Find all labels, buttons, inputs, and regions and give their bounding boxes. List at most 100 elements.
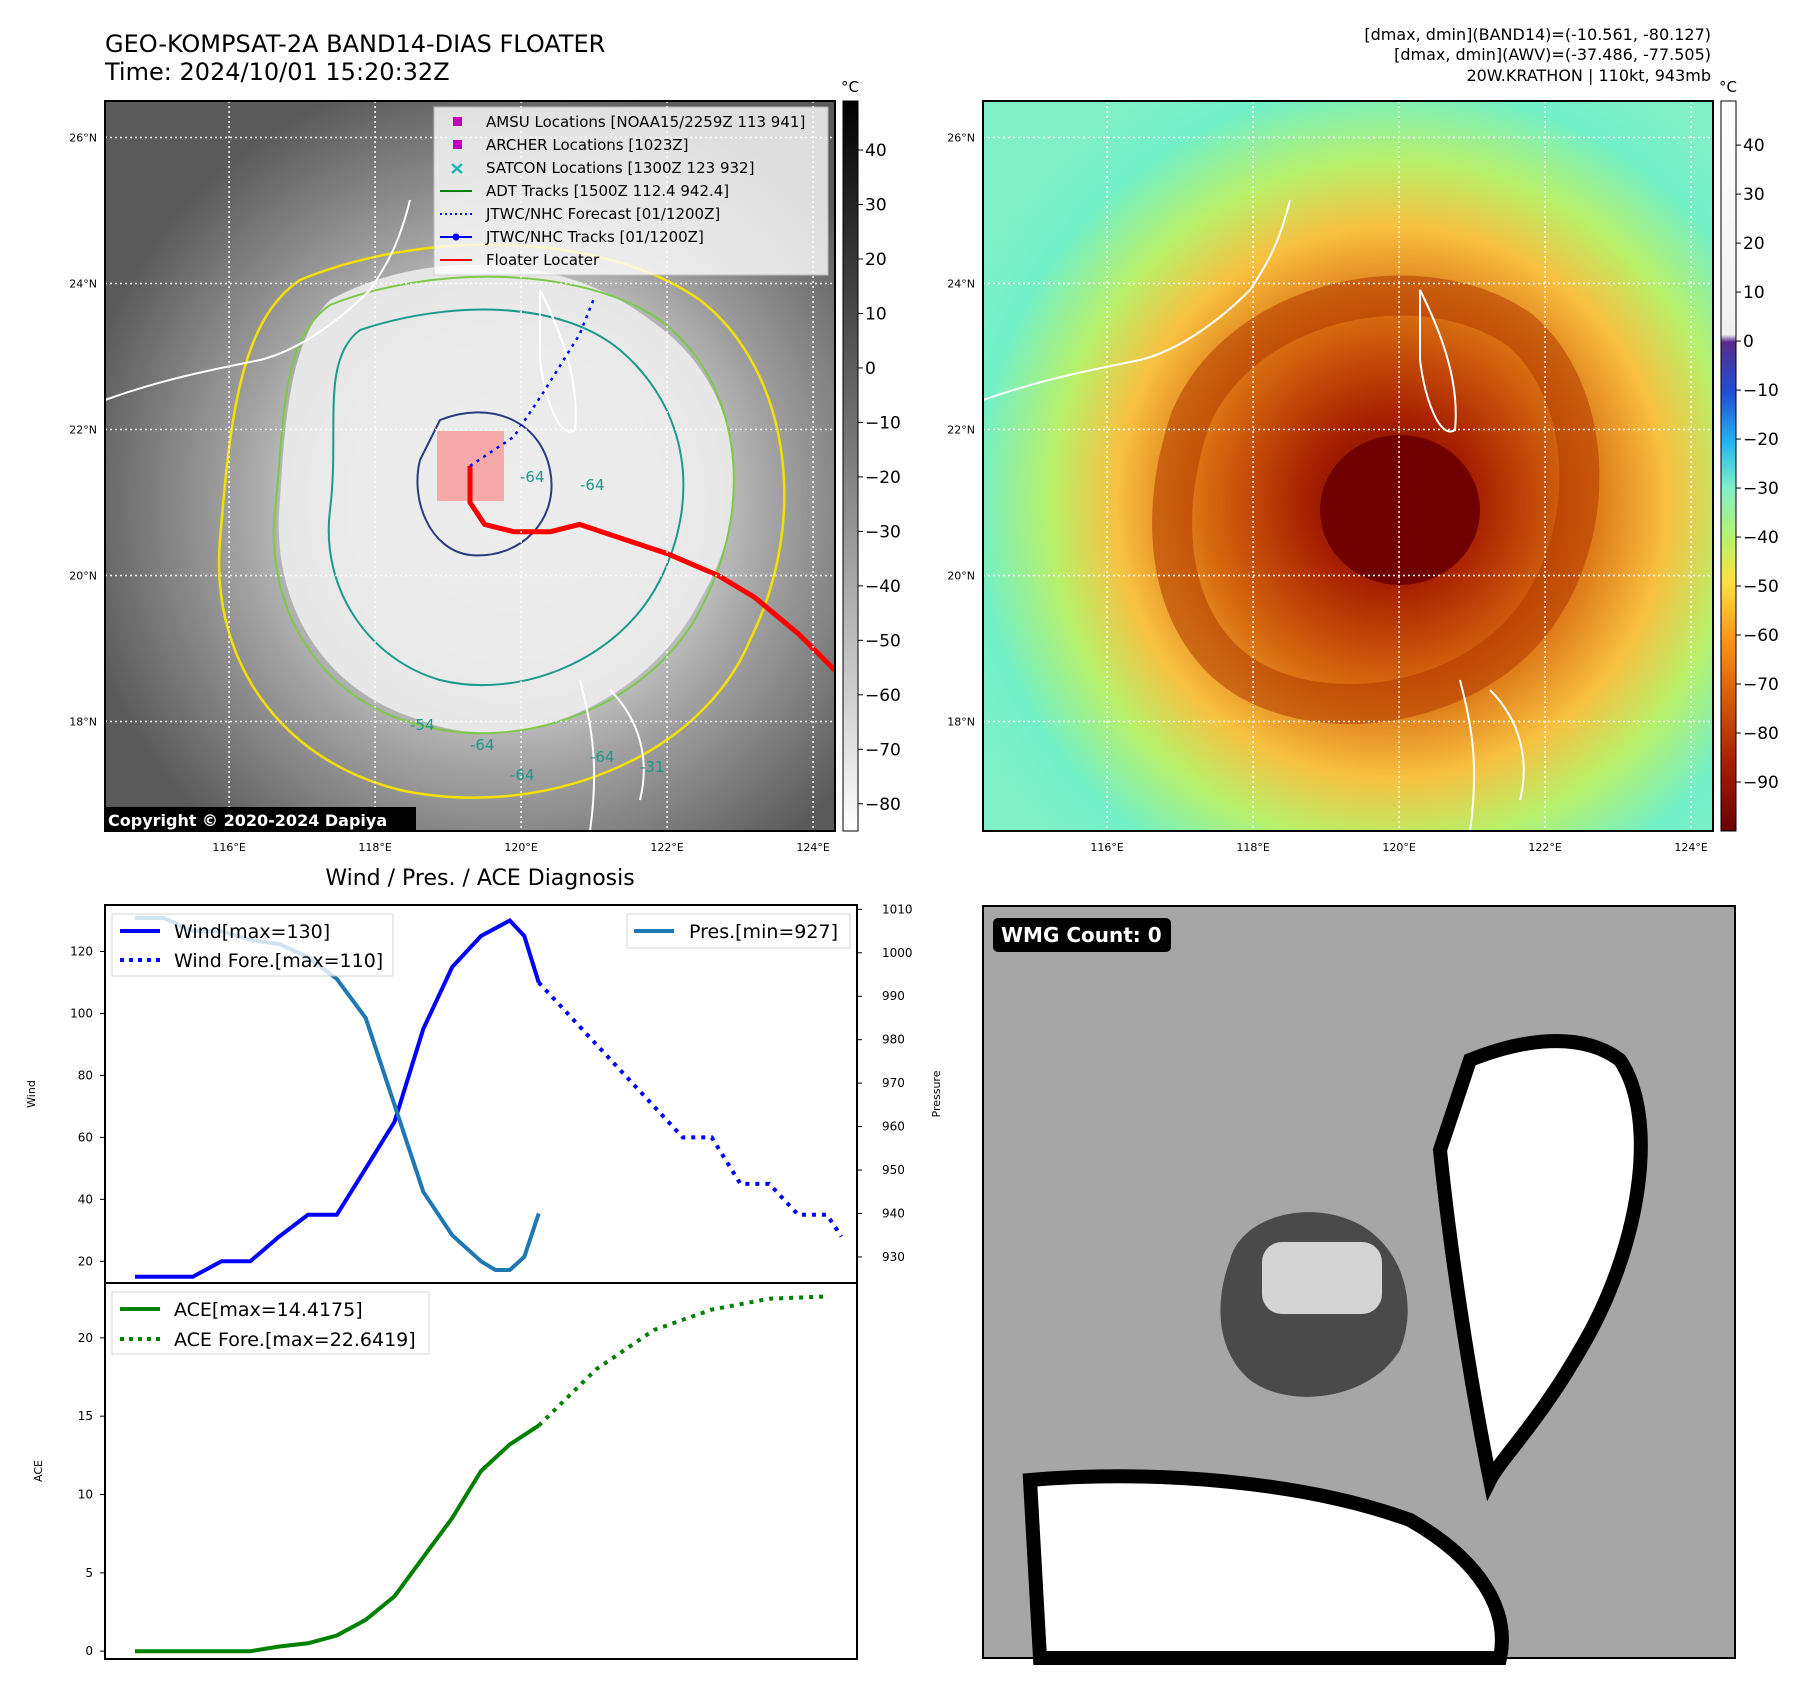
copyright-box <box>105 807 416 831</box>
wmg-panel: WMG Count: 0 <box>982 905 1736 1665</box>
map-legend-label: ARCHER Locations [1023Z] <box>486 136 689 154</box>
colorbar-tick-label: −20 <box>865 468 901 488</box>
info-line-2: [dmax, dmin](AWV)=(-37.486, -77.505) <box>1394 45 1711 64</box>
ace-series <box>135 1294 828 1654</box>
legend-wind-forecast: Wind Fore.[max=110] <box>174 950 383 972</box>
awv-colorbar-unit: °C <box>1719 78 1737 96</box>
wind-y-label: Wind <box>25 1080 38 1108</box>
map-legend-item: SATCON Locations [1300Z 123 932] <box>451 159 754 177</box>
pressure-tick-label: 950 <box>882 1163 905 1177</box>
wmg-white-region-east <box>1432 1034 1648 1502</box>
lat-tick-label: 20°N <box>947 570 975 583</box>
colorbar-tick-label: −30 <box>1743 479 1779 499</box>
colorbar-tick-label: 30 <box>865 196 887 216</box>
ir-colorbar-gradient <box>842 100 859 832</box>
lon-tick-label: 118°E <box>358 841 391 854</box>
ace-tick-label: 5 <box>85 1566 93 1580</box>
series-line <box>537 981 844 1238</box>
ir-map-panel: -64 -64 -64 -54 -64 -64 -31 26°N 24°N 22°N 20°N 18… <box>69 100 836 854</box>
wind-tick-label: 80 <box>78 1068 93 1082</box>
legend-square-marker <box>453 140 462 149</box>
contour-label: -64 <box>470 736 495 754</box>
colorbar-tick-label: 10 <box>1743 283 1765 303</box>
legend-x-marker <box>451 163 463 174</box>
info-line-1: [dmax, dmin](BAND14)=(-10.561, -80.127) <box>1364 25 1711 44</box>
map-legend-item: AMSU Locations [NOAA15/2259Z 113 941] <box>453 113 805 131</box>
lat-tick-label: 24°N <box>947 278 975 291</box>
wind-legend: Wind[max=130] Wind Fore.[max=110] <box>111 913 394 977</box>
lat-tick-label: 18°N <box>947 716 975 729</box>
legend-wind: Wind[max=130] <box>174 921 330 943</box>
map-legend-label: JTWC/NHC Tracks [01/1200Z] <box>485 228 704 246</box>
awv-coastline-china <box>983 199 1291 401</box>
colorbar-tick-label: −80 <box>865 795 901 815</box>
legend-dot-marker <box>452 233 460 241</box>
legend-ace: ACE[max=14.4175] <box>174 1299 363 1321</box>
ace-y-label: ACE <box>32 1460 45 1482</box>
colorbar-tick-label: −10 <box>865 413 901 433</box>
map-legend-item: JTWC/NHC Tracks [01/1200Z] <box>440 228 704 246</box>
copyright-text: Copyright © 2020-2024 Dapiya <box>108 811 387 830</box>
legend-pressure: Pres.[min=927] <box>689 921 838 943</box>
lon-tick-label: 120°E <box>504 841 537 854</box>
map-legend-item: JTWC/NHC Forecast [01/1200Z] <box>440 205 720 223</box>
lon-tick-label: 118°E <box>1236 841 1269 854</box>
contour-green <box>272 275 735 735</box>
pressure-y-label: Pressure <box>930 1070 943 1117</box>
lat-tick-label: 26°N <box>69 132 97 145</box>
pressure-legend: Pres.[min=927] <box>626 913 851 949</box>
lat-tick-label: 22°N <box>69 424 97 437</box>
lon-tick-label: 120°E <box>1382 841 1415 854</box>
wmg-white-region-south <box>1022 1469 1509 1665</box>
colorbar-tick-label: 0 <box>1743 332 1754 352</box>
series-line <box>135 918 541 1279</box>
colorbar-tick-label: 10 <box>865 304 887 324</box>
wmg-eye <box>1262 1242 1382 1314</box>
wmg-count-label: WMG Count: 0 <box>1001 923 1162 947</box>
awv-lon-labels: 116°E 118°E 120°E 122°E 124°E <box>1090 841 1707 854</box>
wmg-label-box <box>993 918 1171 952</box>
lat-tick-label: 22°N <box>947 424 975 437</box>
info-line-3: 20W.KRATHON | 110kt, 943mb <box>1466 66 1711 85</box>
ir-colorbar: °C 40 30 20 10 0 −10 −20 −30 −40 −50 −60 −70 −80 <box>841 78 901 832</box>
colorbar-tick-label: −20 <box>1743 430 1779 450</box>
figure-title: GEO-KOMPSAT-2A BAND14-DIAS FLOATER <box>105 30 605 58</box>
lat-tick-label: 18°N <box>69 716 97 729</box>
wind-tick-label: 60 <box>78 1130 93 1144</box>
colorbar-tick-label: 30 <box>1743 185 1765 205</box>
contour-teal <box>327 308 685 687</box>
colorbar-tick-label: 40 <box>1743 136 1765 156</box>
legend-ace-forecast: ACE Fore.[max=22.6419] <box>174 1329 416 1351</box>
colorbar-tick-label: 20 <box>865 250 887 270</box>
colorbar-tick-label: 40 <box>865 141 887 161</box>
awv-map-panel: 26°N 24°N 22°N 20°N 18°N 116°E 118°E 120°E 122°… <box>947 100 1714 854</box>
lon-tick-label: 122°E <box>1528 841 1561 854</box>
coastline-luzon <box>579 679 645 831</box>
wind-tick-label: 20 <box>78 1254 93 1268</box>
lat-tick-label: 24°N <box>69 278 97 291</box>
wind-tick-label: 120 <box>70 944 93 958</box>
lon-tick-label: 122°E <box>650 841 683 854</box>
pressure-tick-label: 930 <box>882 1250 905 1264</box>
contour-label: -64 <box>520 468 545 486</box>
awv-colorbar-gradient <box>1720 100 1737 832</box>
pressure-tick-label: 1000 <box>882 946 913 960</box>
map-legend-label: Floater Locater <box>486 251 600 269</box>
awv-map-frame <box>982 100 1714 832</box>
ir-cloud-mass <box>278 264 735 733</box>
pressure-tick-label: 940 <box>882 1206 905 1220</box>
pressure-tick-label: 980 <box>882 1033 905 1047</box>
map-legend-label: AMSU Locations [NOAA15/2259Z 113 941] <box>486 113 805 131</box>
colorbar-tick-label: −70 <box>1743 675 1779 695</box>
wind-tick-label: 40 <box>78 1192 93 1206</box>
colorbar-tick-label: −50 <box>865 631 901 651</box>
awv-coastline-taiwan <box>1419 289 1457 433</box>
colorbar-tick-label: −40 <box>1743 528 1779 548</box>
map-legend-item: Floater Locater <box>440 251 600 269</box>
ir-map-frame <box>104 100 836 832</box>
colorbar-tick-label: −10 <box>1743 381 1779 401</box>
pressure-tick-label: 960 <box>882 1120 905 1134</box>
colorbar-tick-label: −70 <box>865 740 901 760</box>
awv-colorbar: °C 40 30 20 10 0 −10 −20 −30 −40 −50 −60 −70 −80 −90 <box>1719 78 1779 832</box>
